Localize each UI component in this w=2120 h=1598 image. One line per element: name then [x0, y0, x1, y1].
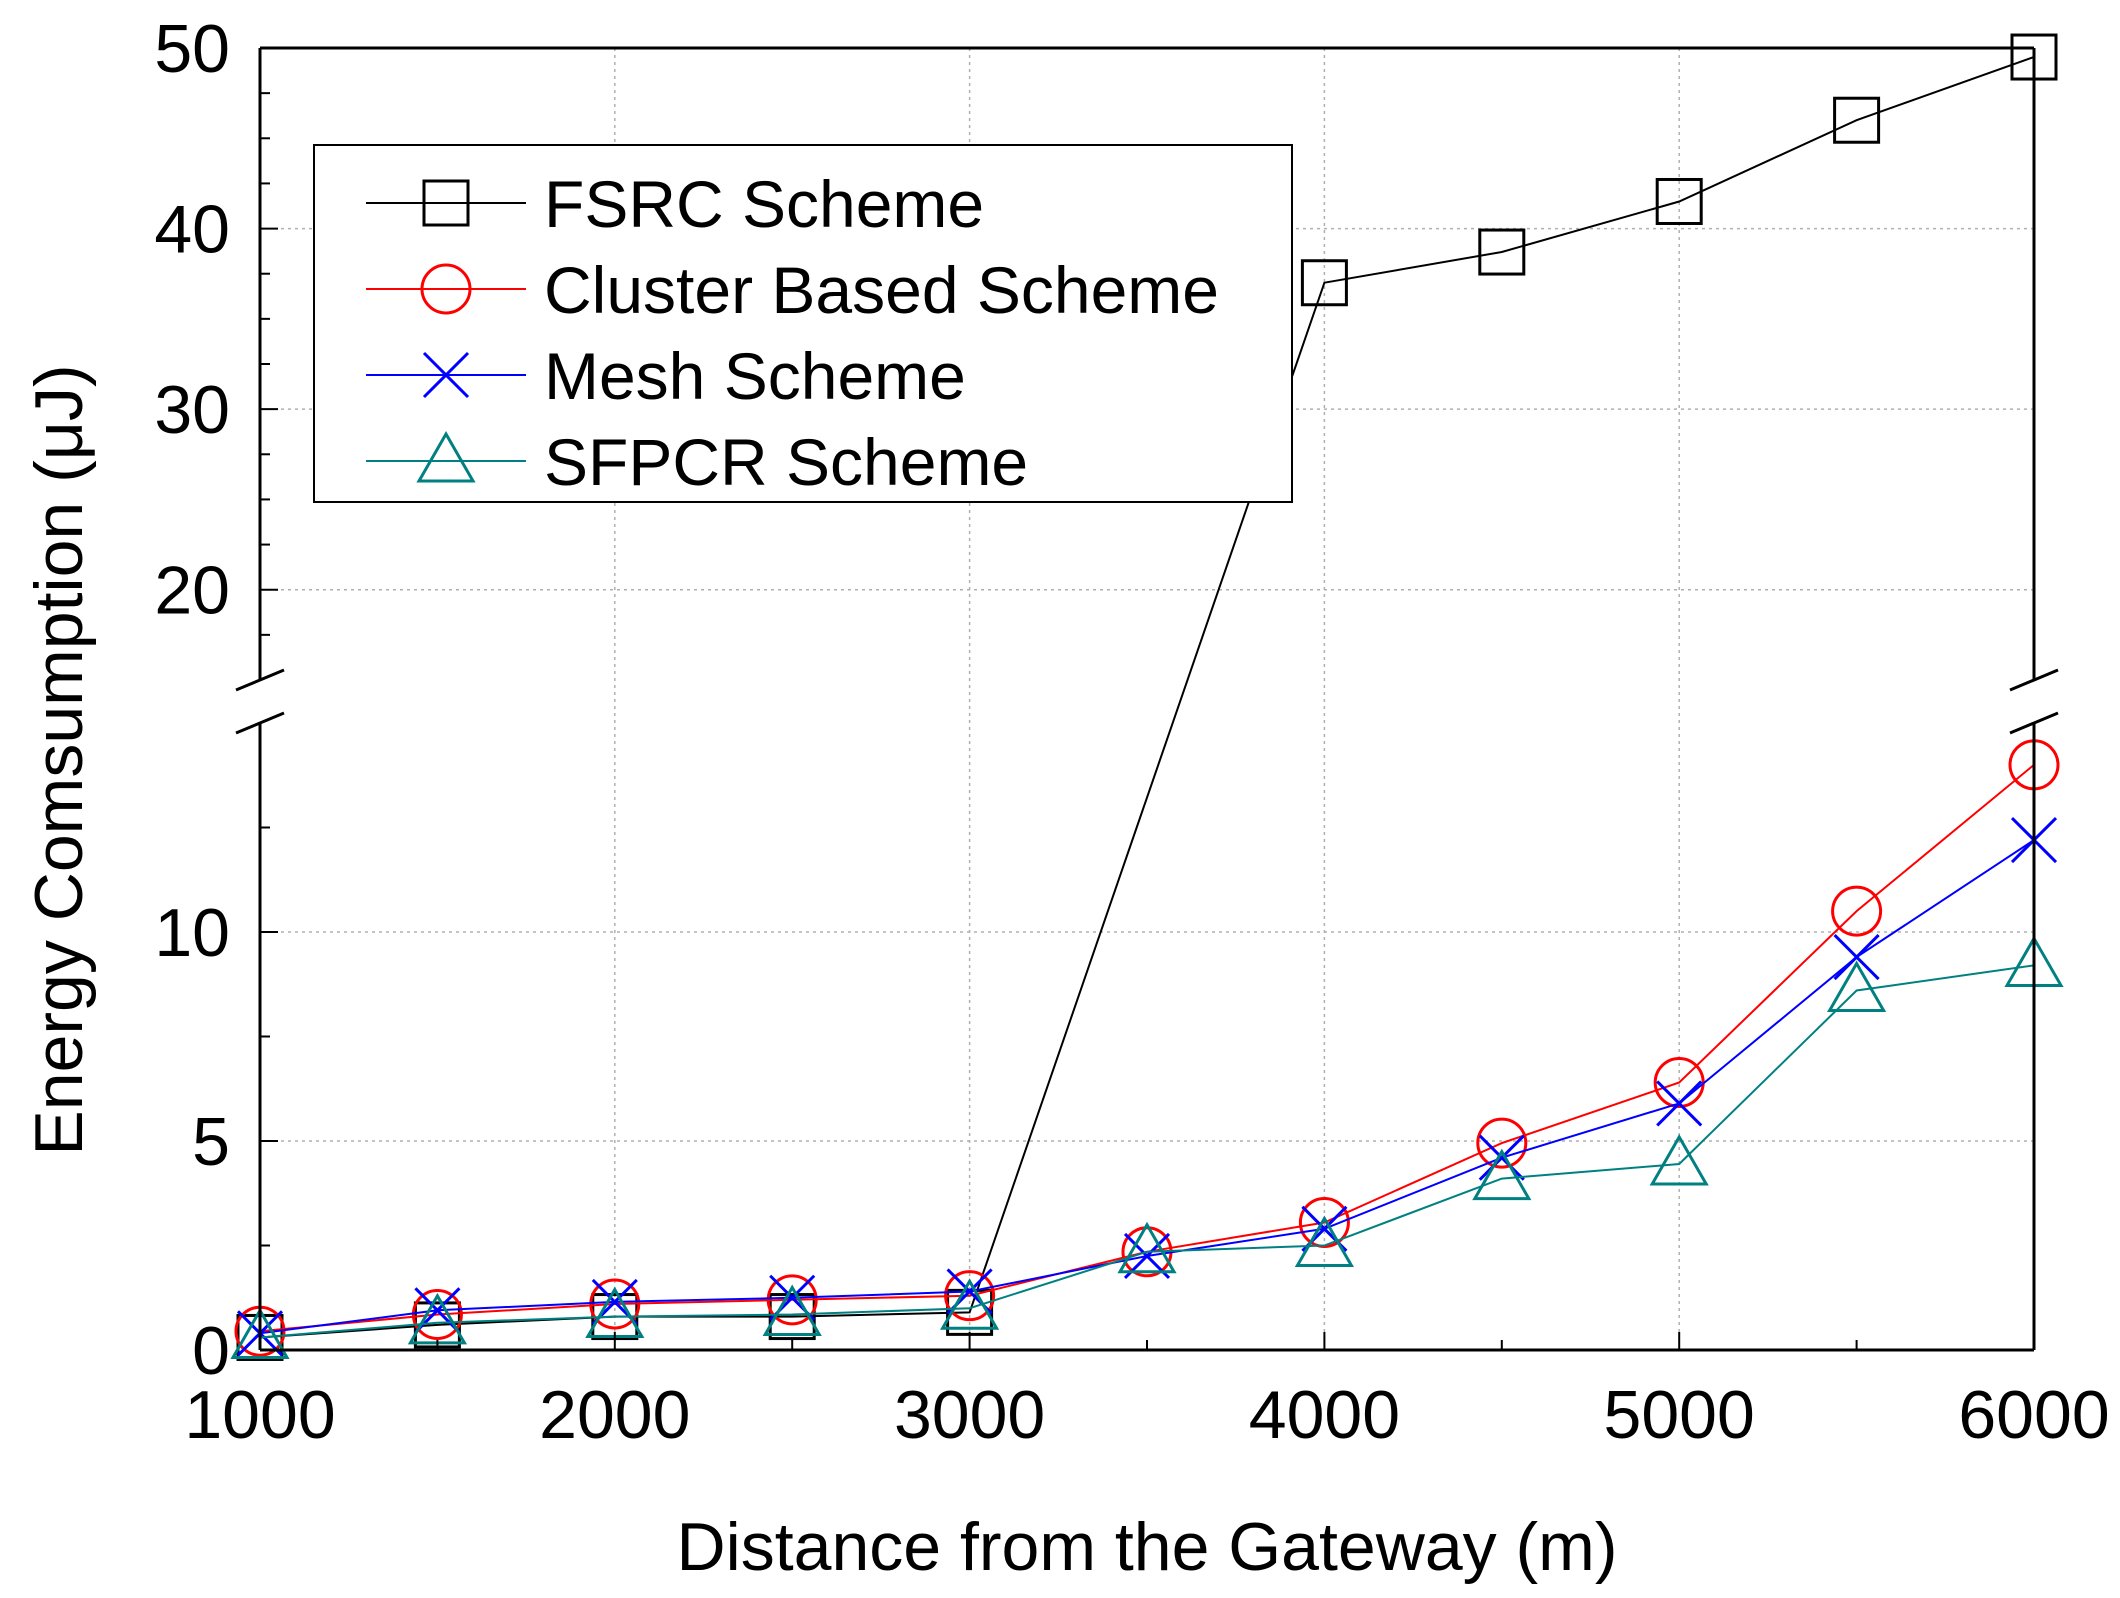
- y-tick-label: 20: [154, 553, 230, 629]
- axis-break-mark: [235, 668, 285, 692]
- x-tick-label: 4000: [1249, 1377, 1400, 1453]
- axis-break-mark: [2009, 711, 2059, 735]
- legend-marker: [420, 263, 472, 315]
- legend-label: Mesh Scheme: [544, 339, 966, 413]
- series-line-2: [259, 839, 2035, 1335]
- y-tick-label: 5: [192, 1104, 230, 1180]
- x-tick-label: 5000: [1604, 1377, 1755, 1453]
- y-tick-label: 30: [154, 372, 230, 448]
- series-line-0: [259, 56, 2035, 1339]
- data-point: [411, 1288, 463, 1340]
- axis-break-mark: [2009, 668, 2059, 692]
- x-tick-label: 1000: [184, 1377, 335, 1453]
- data-point: [1655, 177, 1703, 225]
- data-point: [1300, 259, 1348, 307]
- data-point: [1656, 1080, 1703, 1127]
- x-tick-label: 6000: [1958, 1377, 2109, 1453]
- data-point: [766, 1274, 818, 1326]
- legend: FSRC Scheme Cluster Based Scheme Mesh Sche…: [313, 144, 1293, 503]
- data-point: [1478, 228, 1526, 276]
- data-point: [1294, 1215, 1354, 1267]
- y-tick-label: 40: [154, 192, 230, 268]
- data-point: [1831, 885, 1883, 937]
- data-point: [1117, 1221, 1177, 1274]
- legend-label: Cluster Based Scheme: [544, 253, 1219, 327]
- series-line-1: [259, 764, 2035, 1333]
- x-tick-label: 3000: [894, 1377, 1045, 1453]
- axis-break-mark: [235, 711, 285, 735]
- axis-ticks: 1000 2000 3000 4000 5000 6000 0 5 10 20 30 40 50: [154, 11, 2109, 1453]
- data-point: [1833, 96, 1881, 144]
- y-tick-label: 0: [192, 1313, 230, 1389]
- data-point: [1478, 1134, 1525, 1181]
- legend-marker: [422, 179, 470, 227]
- data-point: [762, 1284, 822, 1336]
- y-tick-label: 50: [154, 11, 230, 87]
- x-axis-title: Distance from the Gateway (m): [677, 1509, 1618, 1585]
- data-point: [1476, 1117, 1528, 1169]
- x-tick-label: 2000: [539, 1377, 690, 1453]
- legend-marker: [416, 430, 476, 483]
- data-point: [1827, 960, 1887, 1013]
- data-point: [1472, 1148, 1532, 1201]
- legend-label: SFPCR Scheme: [544, 425, 1028, 499]
- series-line-3: [259, 964, 2035, 1339]
- y-axis-title: Energy Comsumption (μJ): [21, 364, 97, 1155]
- data-point: [1649, 1133, 1709, 1186]
- legend-marker: [422, 351, 470, 399]
- y-tick-label: 10: [154, 895, 230, 971]
- data-point: [1298, 1197, 1350, 1249]
- data-point: [768, 1293, 816, 1341]
- data-point: [1833, 934, 1880, 981]
- data-point: [230, 1307, 290, 1359]
- data-point: [940, 1278, 1000, 1330]
- legend-box: [313, 144, 1293, 503]
- legend-label: FSRC Scheme: [544, 167, 984, 241]
- data-point: [944, 1270, 996, 1322]
